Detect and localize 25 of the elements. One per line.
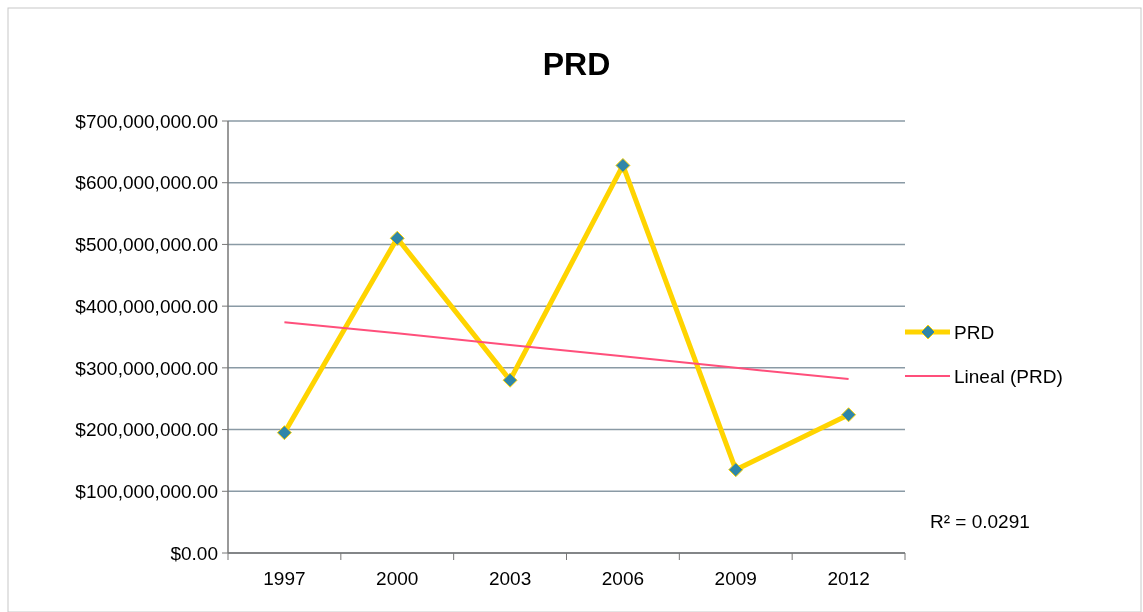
y-tick-label: $500,000,000.00 — [75, 234, 218, 256]
y-tick-label: $600,000,000.00 — [75, 172, 218, 194]
point — [502, 372, 518, 388]
y-tick-label: $100,000,000.00 — [75, 480, 218, 502]
y-tick-label: $0.00 — [170, 542, 218, 564]
point — [389, 230, 405, 246]
chart-title: PRD — [542, 46, 611, 82]
x-tick-label: 2009 — [714, 568, 757, 589]
y-tick-label: $300,000,000.00 — [75, 357, 218, 379]
x-tick-label: 2000 — [376, 568, 419, 589]
x-tick-label: 1997 — [263, 568, 306, 589]
line-series — [283, 321, 850, 380]
point — [841, 407, 857, 423]
x-tick-label: 2006 — [601, 568, 645, 589]
point — [276, 425, 292, 441]
legend-label: PRD — [954, 321, 995, 343]
point — [615, 157, 631, 173]
legend-label: Lineal (PRD) — [954, 365, 1063, 387]
point — [728, 462, 744, 478]
x-tick-label: 2012 — [827, 568, 870, 589]
y-tick-label: $400,000,000.00 — [75, 295, 218, 317]
x-tick-label: 2003 — [488, 568, 532, 589]
text: R² = 0.0291 — [930, 510, 1030, 532]
y-tick-label: $700,000,000.00 — [75, 110, 218, 132]
y-tick-label: $200,000,000.00 — [75, 419, 218, 441]
